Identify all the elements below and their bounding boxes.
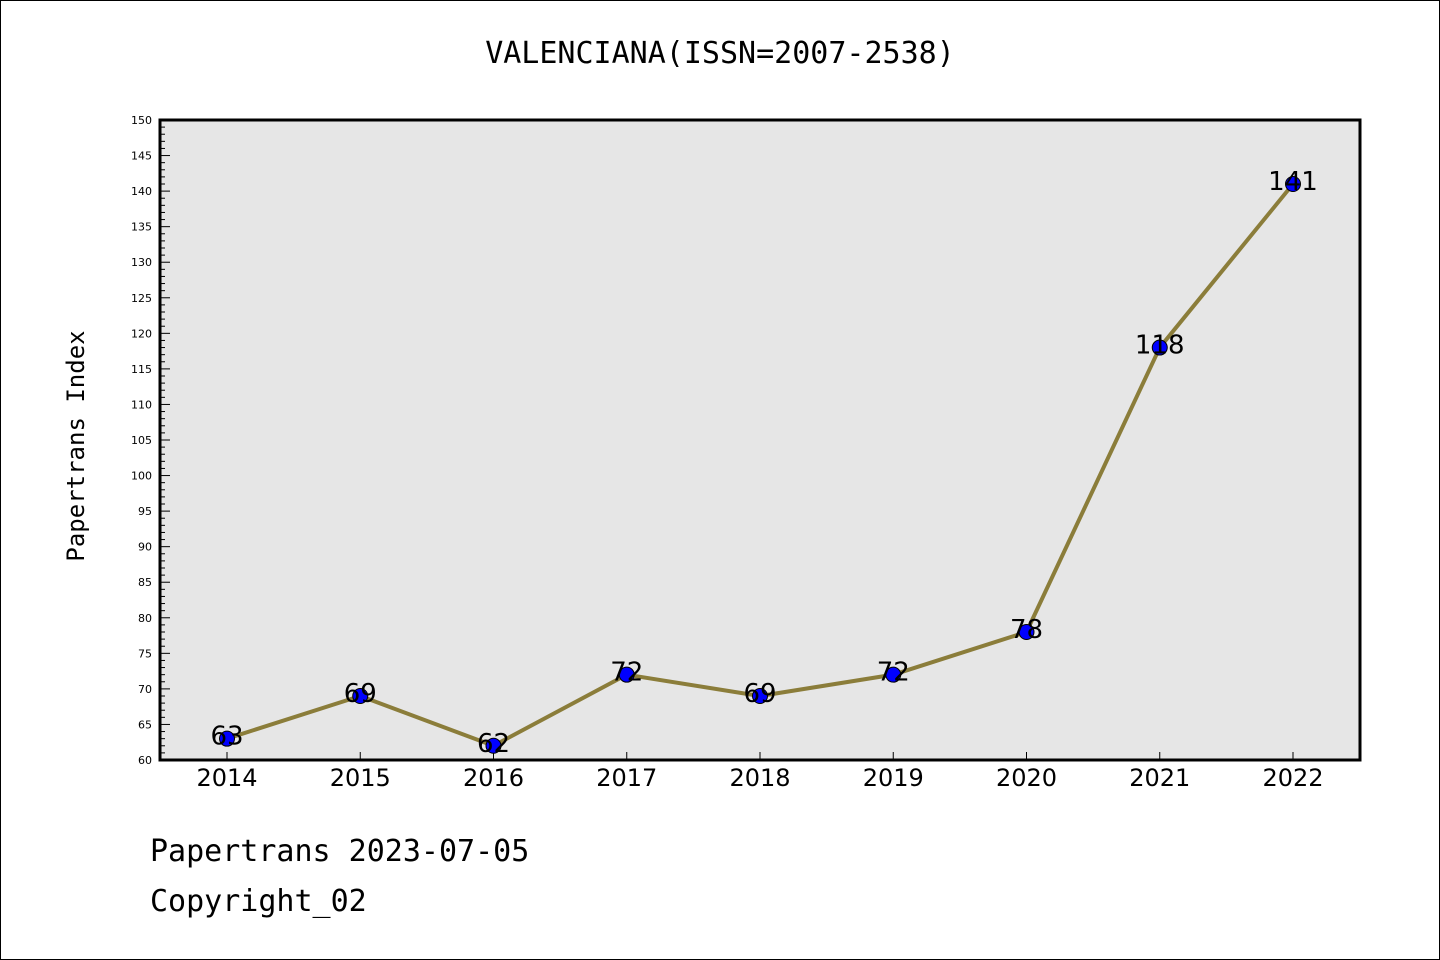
data-point (1285, 176, 1301, 192)
x-tick-label: 2018 (729, 764, 790, 792)
data-label: 118 (1135, 331, 1185, 361)
data-label: 78 (1010, 615, 1043, 645)
data-point (1151, 339, 1168, 356)
y-tick-label: 85 (138, 576, 152, 589)
data-labels-layer: 63 69 62 72 69 72 78 118 141 (210, 167, 1317, 759)
y-tick-label: 150 (131, 114, 152, 127)
x-tick-label: 2016 (463, 764, 524, 792)
x-axis-ticks: 2014 2015 2016 2017 2018 2019 2020 2021 2022 (196, 752, 1324, 792)
x-tick-label: 2021 (1129, 764, 1190, 792)
x-tick-label: 2015 (330, 764, 391, 792)
x-tick-label: 2020 (996, 764, 1057, 792)
plot-border (158, 118, 1362, 762)
data-label: 63 (210, 722, 243, 752)
x-tick-label: 2019 (863, 764, 924, 792)
chart-title: VALENCIANA(ISSN=2007-2538) (485, 36, 955, 71)
y-tick-label: 90 (138, 541, 152, 554)
y-tick-label: 75 (138, 647, 152, 660)
data-label: 72 (877, 658, 910, 688)
y-tick-label: 80 (138, 612, 152, 625)
x-tick-label: 2017 (596, 764, 657, 792)
data-point (352, 688, 369, 704)
data-label: 72 (610, 658, 643, 688)
y-tick-label: 135 (131, 221, 152, 234)
y-tick-label: 140 (131, 185, 152, 198)
data-label: 69 (344, 679, 377, 709)
y-tick-label: 105 (131, 434, 152, 447)
y-tick-label: 145 (131, 150, 152, 163)
plot-area (160, 120, 1360, 760)
y-tick-label: 65 (138, 718, 152, 731)
y-tick-label: 110 (131, 398, 152, 411)
data-label: 141 (1268, 167, 1318, 197)
y-tick-label: 100 (131, 470, 152, 483)
data-point (752, 688, 768, 704)
y-axis-ticks: 60 65 70 75 80 85 90 95 100 105 110 115 120 125 130 135… (131, 114, 170, 767)
data-point (1018, 624, 1035, 640)
data-label: 62 (477, 729, 510, 759)
data-point (618, 666, 635, 683)
y-tick-label: 60 (138, 754, 152, 767)
series-layer (219, 176, 1301, 754)
x-tick-label: 2022 (1262, 764, 1323, 792)
footer-copyright-text: Copyright_02 (150, 884, 367, 919)
y-tick-label: 125 (131, 292, 152, 305)
footer-date-text: Papertrans 2023-07-05 (150, 834, 530, 869)
y-tick-label: 120 (131, 327, 152, 340)
data-point (885, 666, 902, 683)
y-tick-label: 130 (131, 256, 152, 269)
y-tick-label: 115 (131, 363, 152, 376)
data-point (219, 730, 235, 747)
data-label: 69 (743, 679, 776, 709)
y-tick-label: 70 (138, 683, 152, 696)
y-tick-label: 95 (138, 505, 152, 518)
data-point (485, 737, 502, 754)
x-tick-label: 2014 (196, 764, 257, 792)
